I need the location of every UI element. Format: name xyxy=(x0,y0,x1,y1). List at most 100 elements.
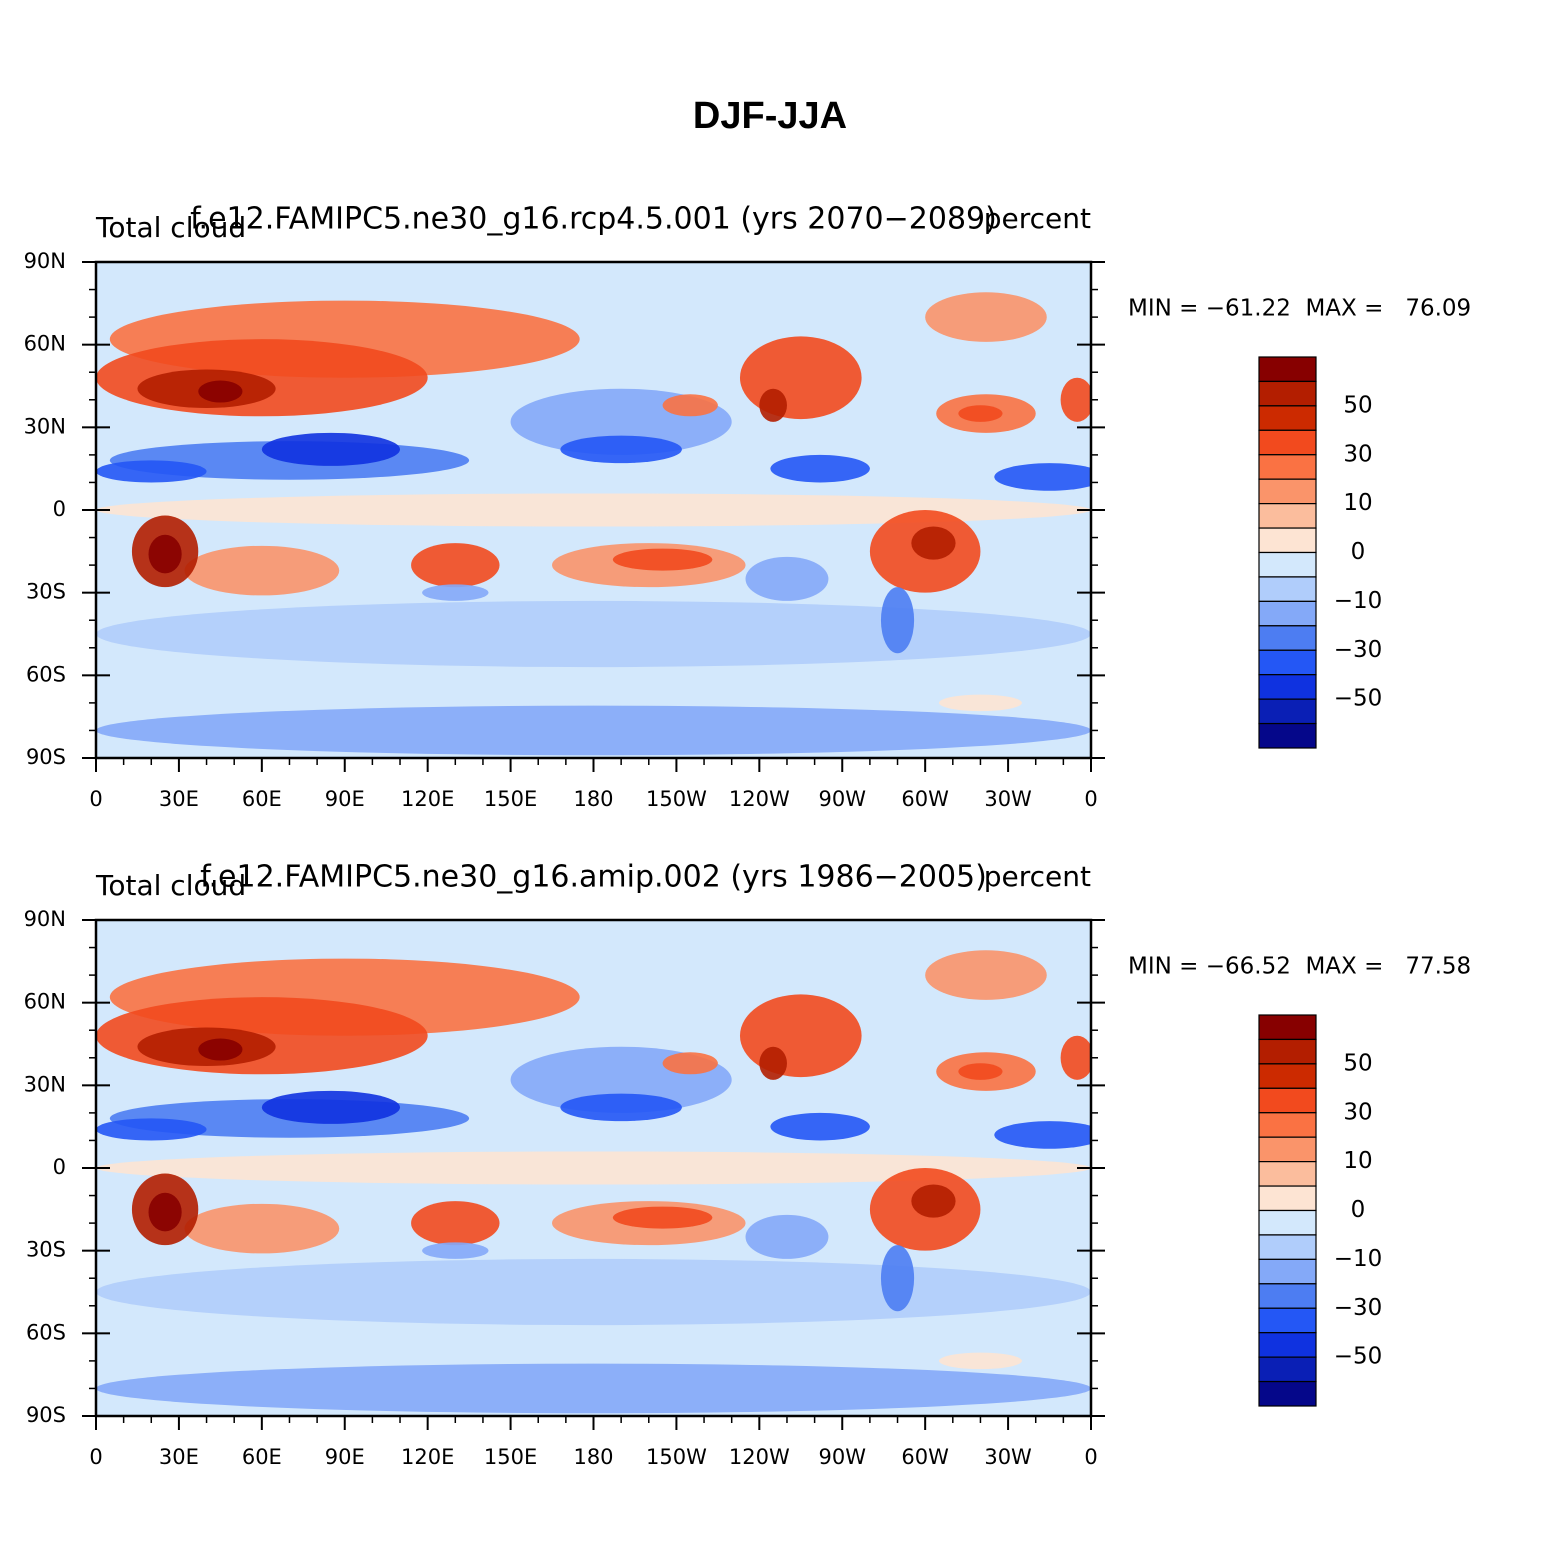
lat-label: 0 xyxy=(53,497,66,521)
lon-label: 120W xyxy=(729,787,790,811)
colorbar-label: 30 xyxy=(1343,1099,1372,1125)
colorbar-box xyxy=(1258,649,1317,676)
contour-region xyxy=(770,1112,870,1141)
contour-region xyxy=(96,1118,207,1141)
lon-label: 0 xyxy=(89,1445,102,1469)
colorbar-box xyxy=(1258,503,1317,529)
contour-region xyxy=(994,1121,1091,1149)
contour-region xyxy=(745,1214,829,1259)
lat-label: 90N xyxy=(24,249,66,273)
lon-label: 120W xyxy=(729,1445,790,1469)
contour-region xyxy=(739,994,862,1078)
colorbar-box xyxy=(1258,1380,1317,1407)
contour-region xyxy=(96,493,1091,527)
lon-label: 60E xyxy=(242,1445,282,1469)
contour-region xyxy=(925,292,1047,342)
lon-label: 30W xyxy=(984,1445,1032,1469)
colorbar-box xyxy=(1258,454,1317,480)
contour-region xyxy=(938,1352,1022,1370)
lat-label: 60N xyxy=(24,990,66,1014)
center-title: f.e12.FAMIPC5.ne30_g16.rcp4.5.001 (yrs 2… xyxy=(190,202,997,237)
right-title: percent xyxy=(984,860,1091,893)
contour-region xyxy=(148,534,182,574)
right-title: percent xyxy=(984,202,1091,235)
lon-label: 180 xyxy=(573,1445,613,1469)
lat-label: 90N xyxy=(24,907,66,931)
colorbar-box xyxy=(1258,1209,1317,1236)
contour-region xyxy=(184,1203,340,1254)
lat-label: 60N xyxy=(24,332,66,356)
contour-region xyxy=(422,584,489,601)
map-field xyxy=(96,262,1091,758)
map-panel: Total cloudf.e12.FAMIPC5.ne30_g16.amip.0… xyxy=(24,860,1472,1470)
lon-label: 120E xyxy=(401,787,454,811)
contour-region xyxy=(925,950,1047,1000)
lon-label: 120E xyxy=(401,1445,454,1469)
lon-label: 90E xyxy=(325,787,365,811)
lat-label: 0 xyxy=(53,1155,66,1179)
colorbar-box xyxy=(1258,380,1317,407)
contour-region xyxy=(148,1192,182,1232)
contour-region xyxy=(759,1046,787,1080)
colorbar-label: −10 xyxy=(1334,588,1383,614)
lat-label: 90S xyxy=(26,1403,66,1427)
lon-label: 30W xyxy=(984,787,1032,811)
lon-label: 60W xyxy=(901,1445,949,1469)
contour-region xyxy=(911,526,956,560)
colorbar-box xyxy=(1258,1063,1317,1089)
colorbar-label: −50 xyxy=(1334,1344,1383,1370)
contour-region xyxy=(1060,377,1091,422)
contour-region xyxy=(411,1201,500,1246)
contour-region xyxy=(96,705,1091,756)
left-title: Total cloud xyxy=(95,211,246,244)
lon-label: 30E xyxy=(159,787,199,811)
contour-region xyxy=(422,1242,489,1259)
lon-label: 150E xyxy=(484,1445,537,1469)
contour-region xyxy=(96,600,1091,668)
contour-region xyxy=(745,556,829,601)
lon-label: 0 xyxy=(89,787,102,811)
map-panel: Total cloudf.e12.FAMIPC5.ne30_g16.rcp4.5… xyxy=(24,202,1472,812)
lon-label: 90W xyxy=(819,787,867,811)
lon-label: 150W xyxy=(646,787,707,811)
lat-label: 30S xyxy=(26,580,66,604)
colorbar-box xyxy=(1258,576,1317,602)
lon-label: 90W xyxy=(819,1445,867,1469)
contour-region xyxy=(96,1258,1091,1326)
lon-label: 0 xyxy=(1084,787,1097,811)
contour-region xyxy=(880,587,915,654)
colorbar-box xyxy=(1258,429,1317,456)
colorbar-label: −50 xyxy=(1334,686,1383,712)
colorbar-box xyxy=(1258,1234,1317,1260)
contour-region xyxy=(261,1090,401,1124)
colorbar-label: 0 xyxy=(1351,539,1366,565)
colorbar-box xyxy=(1258,478,1317,505)
lat-label: 30S xyxy=(26,1238,66,1262)
contour-region xyxy=(96,460,207,483)
contour-region xyxy=(911,1184,956,1218)
lon-label: 60W xyxy=(901,787,949,811)
colorbar-box xyxy=(1258,1185,1317,1212)
colorbar-box xyxy=(1258,405,1317,431)
colorbar-label: 10 xyxy=(1343,1148,1372,1174)
colorbar-box xyxy=(1258,527,1317,554)
figure-title: DJF-JJA xyxy=(693,95,847,137)
contour-region xyxy=(994,463,1091,491)
colorbar-box xyxy=(1258,600,1317,627)
colorbar-label: 30 xyxy=(1343,441,1372,467)
contour-region xyxy=(184,545,340,596)
contour-region xyxy=(938,694,1022,712)
colorbar-box xyxy=(1258,1087,1317,1114)
lat-label: 90S xyxy=(26,745,66,769)
colorbar-box xyxy=(1258,1283,1317,1309)
lat-label: 60S xyxy=(26,662,66,686)
contour-region xyxy=(560,1093,682,1122)
colorbar-box xyxy=(1258,1307,1317,1334)
contour-region xyxy=(739,336,862,420)
colorbar-label: 50 xyxy=(1343,1050,1372,1076)
colorbar-box xyxy=(1258,722,1317,749)
contour-region xyxy=(759,388,787,422)
contour-region xyxy=(411,543,500,588)
lon-label: 30E xyxy=(159,1445,199,1469)
